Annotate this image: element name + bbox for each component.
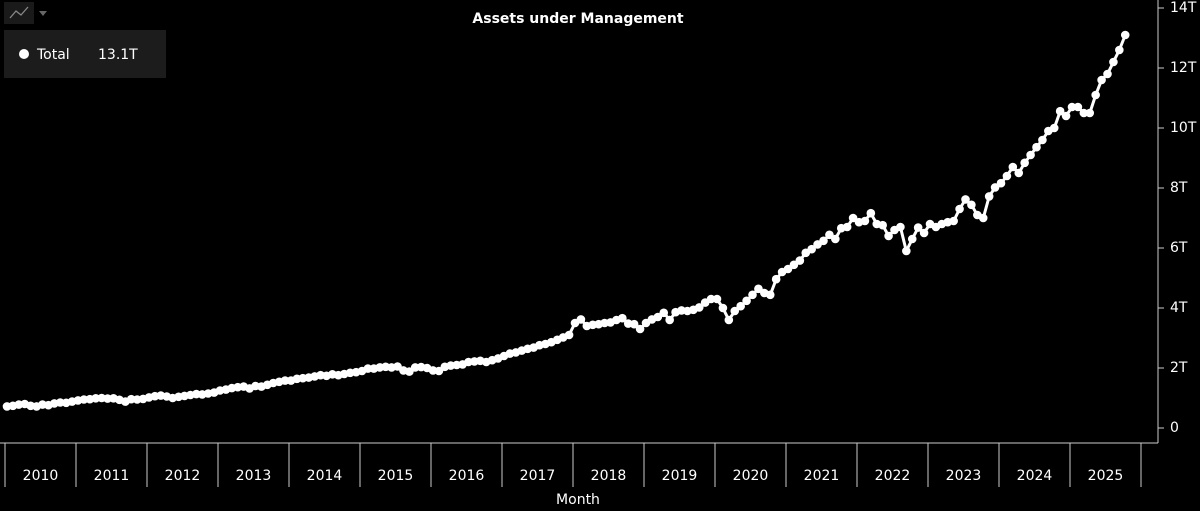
x-tick-label: 2016	[449, 468, 485, 484]
x-tick-label: 2024	[1017, 468, 1053, 484]
data-point	[280, 376, 290, 385]
data-point	[1109, 57, 1118, 67]
data-point	[807, 244, 816, 254]
data-point	[564, 330, 574, 340]
y-tick-label: 2T	[1170, 360, 1188, 376]
data-point	[659, 308, 669, 318]
y-tick-label: 14T	[1170, 0, 1197, 16]
data-point	[907, 234, 917, 244]
data-point	[1002, 171, 1012, 181]
data-point	[842, 222, 852, 232]
data-point	[919, 228, 929, 238]
data-point	[724, 315, 734, 325]
data-point	[1038, 135, 1047, 145]
legend	[4, 30, 166, 78]
data-point	[955, 204, 964, 214]
data-point	[978, 213, 988, 223]
x-tick-label: 2017	[520, 468, 556, 484]
data-point	[1079, 108, 1089, 118]
data-point	[878, 220, 887, 230]
data-point	[1097, 75, 1106, 85]
legend-label: Total	[36, 47, 70, 63]
x-tick-label: 2019	[662, 468, 698, 484]
data-point	[896, 222, 905, 232]
data-point	[730, 306, 740, 316]
data-point	[1115, 45, 1124, 55]
y-tick-label: 6T	[1170, 240, 1188, 256]
x-tick-label: 2014	[307, 468, 343, 484]
data-point	[1026, 150, 1035, 160]
data-point	[1008, 162, 1018, 172]
chart-title: Assets under Management	[472, 11, 683, 27]
x-tick-label: 2013	[236, 468, 272, 484]
data-point	[967, 200, 976, 210]
x-tick-label: 2018	[591, 468, 627, 484]
data-point	[748, 290, 757, 300]
x-tick-label: 2025	[1088, 468, 1124, 484]
x-tick-label: 2015	[378, 468, 414, 484]
icon-dropdown[interactable]	[39, 11, 47, 16]
data-point	[1061, 111, 1071, 121]
x-tick-label: 2010	[23, 468, 59, 484]
y-tick-label: 10T	[1170, 120, 1197, 136]
data-point	[1103, 69, 1112, 79]
data-point	[913, 223, 923, 232]
data-point	[694, 303, 704, 312]
legend-value: 13.1T	[98, 47, 138, 63]
data-point	[742, 296, 751, 306]
data-point	[1020, 158, 1029, 168]
y-tick-label: 12T	[1170, 60, 1197, 76]
x-tick-label: 2020	[733, 468, 769, 484]
legend-marker	[19, 49, 29, 59]
x-tick-label: 2021	[804, 468, 840, 484]
data-point	[860, 216, 870, 226]
x-tick-label: 2011	[94, 468, 130, 484]
y-tick-label: 0	[1170, 420, 1179, 436]
data-point	[765, 290, 775, 300]
data-point	[736, 301, 745, 311]
data-point	[902, 246, 911, 256]
y-tick-label: 4T	[1170, 300, 1188, 316]
data-point	[718, 303, 728, 313]
x-tick-label: 2023	[946, 468, 982, 484]
data-point	[1055, 106, 1065, 116]
data-point	[884, 231, 893, 241]
data-point	[1120, 30, 1130, 40]
x-tick-label: 2022	[875, 468, 911, 484]
data-point	[618, 313, 627, 323]
data-point	[1049, 123, 1059, 133]
y-tick-label: 8T	[1170, 180, 1188, 196]
icon-glyph	[9, 6, 29, 19]
data-point	[795, 256, 805, 265]
data-point	[635, 324, 645, 334]
data-point	[866, 208, 876, 218]
data-point	[1067, 102, 1077, 112]
data-point	[996, 178, 1006, 188]
data-point	[629, 319, 639, 329]
data-point	[1091, 90, 1100, 100]
data-point	[1014, 168, 1024, 178]
data-point	[363, 364, 373, 373]
data-point	[665, 315, 674, 325]
x-axis-title: Month	[556, 492, 600, 508]
data-point	[1085, 108, 1095, 118]
data-point	[949, 216, 958, 226]
data-point	[819, 236, 828, 246]
data-point	[831, 234, 840, 244]
data-point	[1073, 102, 1083, 112]
data-point	[984, 192, 994, 201]
data-point	[771, 274, 781, 284]
data-point	[712, 294, 722, 304]
data-point	[961, 195, 970, 204]
data-point	[706, 294, 716, 304]
data-point	[576, 315, 586, 324]
data-point	[1032, 142, 1041, 152]
x-tick-label: 2012	[165, 468, 201, 484]
